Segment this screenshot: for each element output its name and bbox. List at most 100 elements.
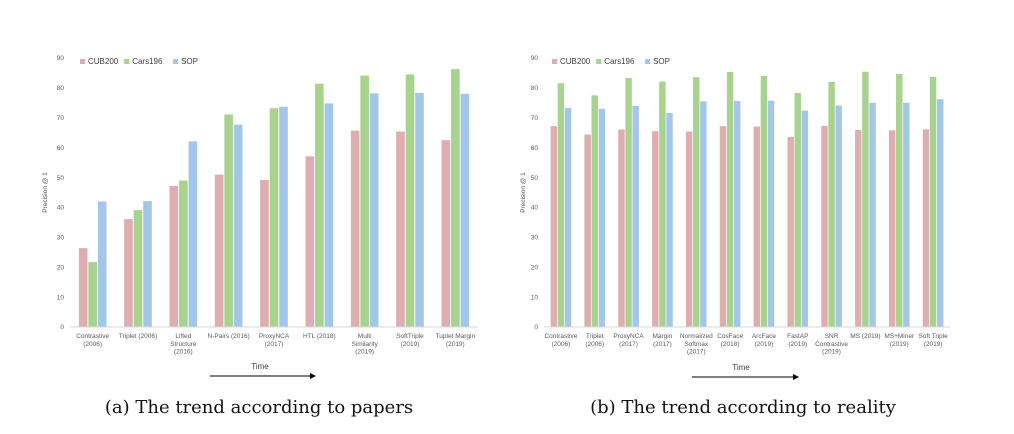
bar-cub200-6 [350, 130, 360, 327]
bar-cub200-2 [169, 185, 179, 327]
bar-cub200-3 [214, 174, 224, 327]
y-tick-label: 60 [531, 145, 539, 152]
x-tick-label: N-Pairs (2016) [208, 333, 250, 340]
chart-caption: (b) The trend according to reality [590, 397, 897, 418]
x-tick-label-line: (2006) [83, 341, 102, 348]
bar-cars196-9 [862, 71, 869, 327]
bar-cub200-5 [719, 126, 727, 328]
x-tick-label-line: Contrastive [815, 341, 848, 348]
bar-cars196-6 [760, 75, 768, 328]
x-tick-label-line: (2019) [401, 341, 420, 348]
bar-cub200-8 [441, 140, 451, 327]
x-tick-label-line: (2006) [552, 341, 571, 348]
x-tick-label: SoftTriple (2019) [396, 333, 424, 348]
x-tick-label-line: (2018) [721, 341, 740, 348]
bar-sop-11 [936, 99, 944, 327]
x-tick-label-line: Softmax [684, 341, 709, 348]
bar-sop-7 [801, 110, 809, 327]
x-tick-label-line: (2019) [755, 341, 774, 348]
legend-swatch-cub200 [552, 59, 557, 64]
x-tick-label-line: Normalized [680, 333, 713, 340]
legend-swatch-sop [173, 59, 179, 64]
bar-sop-0 [97, 201, 107, 327]
x-tick-label-line: MS (2019) [850, 333, 880, 340]
x-tick-label-line: (2019) [446, 341, 465, 348]
bar-cub200-4 [685, 131, 693, 327]
y-tick-label: 90 [57, 55, 65, 62]
bar-sop-6 [369, 93, 379, 328]
bar-cars196-0 [88, 262, 97, 327]
bar-sop-3 [233, 124, 243, 328]
bar-cars196-6 [360, 75, 369, 327]
x-tick-label-line: Similarity [351, 341, 378, 348]
bar-cub200-8 [821, 125, 828, 327]
chart-caption: (a) The trend according to papers [105, 397, 413, 418]
bar-cub200-1 [124, 219, 133, 327]
x-tick-label-line: Triplet [586, 333, 604, 340]
bar-cars196-0 [557, 83, 565, 327]
x-tick-label: CosFace (2018) [717, 333, 743, 348]
x-tick-label-line: (2017) [265, 341, 284, 348]
bar-cub200-0 [550, 126, 558, 328]
bar-cars196-8 [828, 81, 835, 327]
y-tick-label: 40 [57, 205, 65, 212]
y-axis-label: Precision @ 1 [42, 172, 49, 213]
y-tick-label: 90 [531, 55, 539, 62]
x-tick-label-line: MS+Miner [884, 333, 915, 340]
bar-cars196-11 [929, 76, 937, 327]
bar-cub200-5 [305, 156, 315, 327]
bar-cars196-7 [794, 92, 801, 327]
bar-cub200-10 [888, 130, 896, 327]
bar-sop-5 [733, 101, 741, 327]
bar-sop-10 [903, 102, 910, 327]
x-tick-label: MS (2019) [850, 333, 880, 340]
y-tick-label: 50 [531, 175, 539, 182]
x-tick-label-line: HTL (2018) [303, 333, 336, 340]
y-tick-label: 10 [531, 294, 539, 301]
y-tick-label: 80 [531, 85, 539, 92]
x-tick-label: Multi Similarity (2019) [351, 333, 378, 356]
x-tick-label-line: (2019) [890, 341, 909, 348]
x-tick-label-line: Tuplet Margin [436, 333, 476, 340]
x-tick-label-line: (2006) [585, 341, 604, 348]
x-tick-label: MS+Miner (2019) [884, 333, 915, 348]
x-tick-label-line: Lifted [175, 333, 191, 340]
legend-swatch-cub200 [80, 59, 85, 64]
x-tick-label: Contrastive (2006) [76, 333, 109, 348]
y-tick-label: 0 [60, 324, 64, 331]
bar-sop-1 [598, 108, 606, 327]
bar-cub200-2 [618, 129, 625, 327]
y-tick-label: 50 [57, 175, 65, 182]
x-tick-label-line: (2017) [653, 341, 672, 348]
legend-swatch-cars196 [596, 59, 602, 64]
legend-label-sop: SOP [181, 57, 198, 66]
bar-cub200-9 [855, 130, 862, 327]
legend-swatch-cars196 [124, 59, 130, 64]
bar-cub200-0 [78, 248, 88, 327]
y-tick-label: 0 [534, 324, 538, 331]
x-tick-label-line: Soft Triple [918, 333, 948, 340]
bar-cars196-4 [269, 108, 279, 328]
bar-sop-4 [700, 101, 707, 327]
x-tick-label-line: (2019) [822, 349, 841, 356]
bar-sop-3 [666, 113, 673, 327]
bar-cars196-7 [405, 74, 415, 327]
bar-cub200-11 [922, 129, 930, 327]
y-tick-label: 30 [531, 235, 539, 242]
x-tick-label-line: (2019) [355, 349, 374, 356]
bar-sop-1 [143, 201, 152, 327]
x-tick-label-line: Structure [170, 341, 197, 348]
bar-cars196-4 [693, 77, 700, 327]
bar-cars196-10 [896, 73, 903, 327]
x-tick-label: ProxyNCA (2017) [259, 333, 290, 348]
bar-cars196-3 [659, 81, 666, 327]
x-tick-label-line: Multi [358, 333, 372, 340]
chart-a: 0 10 20 30 40 50 60 70 80 90 Precision @ 1 Contrast… [42, 55, 478, 418]
bar-sop-8 [835, 105, 842, 328]
y-tick-label: 20 [531, 264, 539, 271]
bar-cars196-2 [625, 78, 632, 327]
bar-cars196-1 [591, 95, 598, 327]
x-tick-label: Margin (2017) [652, 333, 672, 348]
x-tick-label-line: (2017) [687, 349, 706, 356]
x-tick-label-line: Triplet (2006) [119, 333, 157, 340]
